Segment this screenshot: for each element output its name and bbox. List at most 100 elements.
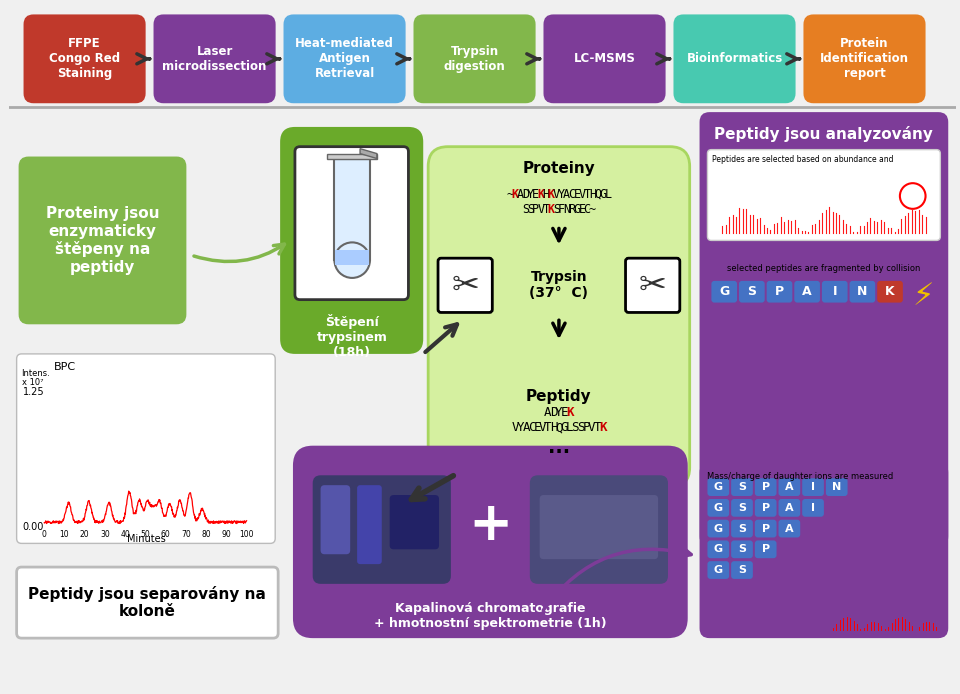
Text: E: E bbox=[561, 405, 568, 418]
Text: E: E bbox=[532, 187, 540, 201]
Text: G: G bbox=[719, 285, 730, 298]
Text: K: K bbox=[599, 421, 607, 434]
Text: selected peptides are fragmented by collision: selected peptides are fragmented by coll… bbox=[728, 264, 921, 273]
FancyBboxPatch shape bbox=[803, 478, 824, 496]
Text: V: V bbox=[538, 203, 544, 217]
Text: Q: Q bbox=[594, 187, 601, 201]
Text: Mass/charge of daughter ions are measured: Mass/charge of daughter ions are measure… bbox=[708, 472, 894, 481]
Text: 0: 0 bbox=[42, 530, 47, 539]
FancyBboxPatch shape bbox=[390, 495, 439, 550]
Text: ⚡: ⚡ bbox=[913, 282, 934, 311]
Text: 30: 30 bbox=[100, 530, 109, 539]
Text: I: I bbox=[811, 482, 815, 492]
Text: P: P bbox=[761, 503, 770, 513]
FancyBboxPatch shape bbox=[283, 15, 406, 103]
FancyBboxPatch shape bbox=[18, 157, 186, 324]
Text: A: A bbox=[785, 523, 794, 534]
Text: 50: 50 bbox=[140, 530, 151, 539]
FancyBboxPatch shape bbox=[755, 541, 777, 558]
FancyBboxPatch shape bbox=[280, 127, 423, 354]
Text: A: A bbox=[544, 405, 552, 418]
Text: 80: 80 bbox=[202, 530, 211, 539]
Text: C: C bbox=[528, 421, 536, 434]
FancyBboxPatch shape bbox=[708, 561, 730, 579]
Text: Minutes: Minutes bbox=[127, 534, 165, 544]
FancyBboxPatch shape bbox=[708, 499, 730, 517]
FancyBboxPatch shape bbox=[16, 354, 276, 543]
FancyBboxPatch shape bbox=[295, 146, 408, 300]
Text: Protein
Identification
report: Protein Identification report bbox=[820, 37, 909, 81]
FancyBboxPatch shape bbox=[293, 446, 687, 638]
Text: K: K bbox=[547, 187, 555, 201]
FancyBboxPatch shape bbox=[154, 15, 276, 103]
Text: T: T bbox=[542, 203, 549, 217]
Text: S: S bbox=[738, 482, 746, 492]
Text: C: C bbox=[568, 187, 575, 201]
Text: Heat-mediated
Antigen
Retrieval: Heat-mediated Antigen Retrieval bbox=[295, 37, 394, 81]
Text: P: P bbox=[775, 285, 784, 298]
Text: I: I bbox=[832, 285, 837, 298]
Text: D: D bbox=[522, 187, 529, 201]
FancyBboxPatch shape bbox=[755, 499, 777, 517]
Text: ...: ... bbox=[548, 438, 570, 457]
Text: A: A bbox=[785, 503, 794, 513]
Text: Trypsin
digestion: Trypsin digestion bbox=[444, 45, 505, 73]
FancyBboxPatch shape bbox=[732, 561, 753, 579]
Text: Peptidy jsou separovány na
koloně: Peptidy jsou separovány na koloně bbox=[28, 586, 266, 619]
Text: P: P bbox=[761, 523, 770, 534]
Text: 20: 20 bbox=[80, 530, 89, 539]
Text: S: S bbox=[738, 503, 746, 513]
FancyBboxPatch shape bbox=[826, 478, 848, 496]
Text: P: P bbox=[761, 544, 770, 555]
FancyBboxPatch shape bbox=[779, 520, 801, 537]
FancyBboxPatch shape bbox=[674, 15, 796, 103]
FancyBboxPatch shape bbox=[822, 281, 848, 303]
Text: Trypsin
(37°  C): Trypsin (37° C) bbox=[529, 270, 588, 301]
Text: Peptidy: Peptidy bbox=[526, 389, 591, 404]
Text: D: D bbox=[550, 405, 557, 418]
Polygon shape bbox=[327, 153, 377, 158]
FancyBboxPatch shape bbox=[543, 15, 665, 103]
Text: V: V bbox=[553, 187, 560, 201]
FancyBboxPatch shape bbox=[357, 485, 382, 564]
Polygon shape bbox=[335, 251, 369, 265]
Text: ✂: ✂ bbox=[638, 269, 666, 302]
Text: N: N bbox=[857, 285, 868, 298]
Text: ✂: ✂ bbox=[451, 269, 479, 302]
Text: G: G bbox=[713, 482, 723, 492]
FancyBboxPatch shape bbox=[700, 112, 948, 546]
Polygon shape bbox=[360, 149, 377, 158]
FancyBboxPatch shape bbox=[767, 281, 792, 303]
Text: 70: 70 bbox=[181, 530, 191, 539]
FancyBboxPatch shape bbox=[708, 478, 730, 496]
FancyBboxPatch shape bbox=[700, 462, 948, 638]
Text: S: S bbox=[571, 421, 579, 434]
Text: L: L bbox=[605, 187, 612, 201]
Text: 0.00: 0.00 bbox=[22, 522, 44, 532]
Text: S: S bbox=[738, 544, 746, 555]
FancyBboxPatch shape bbox=[803, 499, 824, 517]
Text: K: K bbox=[538, 187, 544, 201]
Text: 90: 90 bbox=[222, 530, 231, 539]
Text: S: S bbox=[577, 421, 585, 434]
Text: BPC: BPC bbox=[54, 362, 76, 372]
Text: S: S bbox=[527, 203, 534, 217]
Text: V: V bbox=[588, 421, 595, 434]
Text: Y: Y bbox=[558, 187, 565, 201]
FancyBboxPatch shape bbox=[414, 15, 536, 103]
Text: T: T bbox=[593, 421, 601, 434]
Text: A: A bbox=[516, 187, 524, 201]
FancyBboxPatch shape bbox=[732, 520, 753, 537]
Text: V: V bbox=[512, 421, 519, 434]
FancyBboxPatch shape bbox=[24, 15, 146, 103]
Text: FFPE
Congo Red
Staining: FFPE Congo Red Staining bbox=[49, 37, 120, 81]
Text: 40: 40 bbox=[120, 530, 130, 539]
Text: Y: Y bbox=[516, 421, 524, 434]
FancyBboxPatch shape bbox=[530, 475, 668, 584]
Text: L: L bbox=[566, 421, 573, 434]
Circle shape bbox=[334, 242, 370, 278]
FancyBboxPatch shape bbox=[540, 495, 659, 559]
Text: Proteiny jsou
enzymaticky
štěpeny na
peptidy: Proteiny jsou enzymaticky štěpeny na pep… bbox=[46, 206, 159, 275]
Text: C: C bbox=[584, 203, 590, 217]
FancyBboxPatch shape bbox=[313, 475, 451, 584]
